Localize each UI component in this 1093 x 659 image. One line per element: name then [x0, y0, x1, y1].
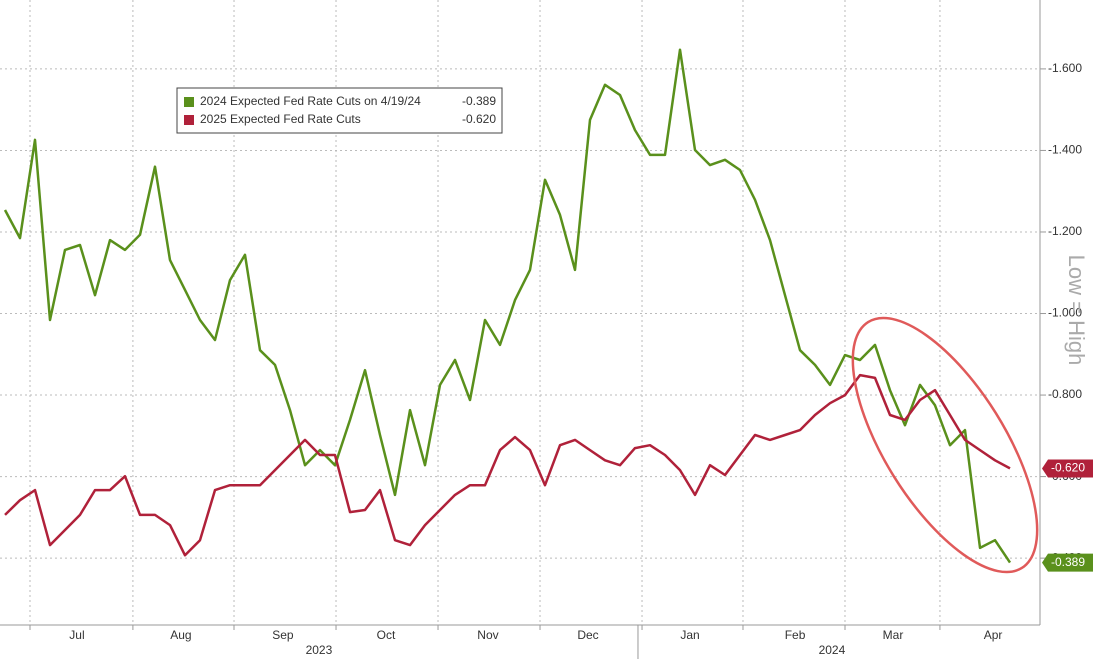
x-tick-label: Aug — [170, 628, 191, 642]
legend-swatch — [184, 115, 194, 125]
annotation: Low = High — [1064, 255, 1089, 366]
year-label: 2023 — [306, 643, 333, 657]
end-label-box — [1042, 459, 1093, 478]
x-tick-label: Nov — [477, 628, 498, 642]
end-label: -0.620 — [1051, 461, 1085, 475]
legend-value: -0.620 — [462, 112, 496, 126]
x-tick-label: Jan — [680, 628, 699, 642]
x-tick-label: Jul — [69, 628, 84, 642]
y-tick-label: -1.200 — [1048, 224, 1082, 238]
series-line — [4, 373, 1011, 557]
x-tick-label: Oct — [377, 628, 396, 642]
series-line — [3, 48, 1012, 564]
y-tick-label: -1.000 — [1048, 306, 1082, 320]
legend-box — [176, 87, 503, 134]
legend: 2024 Expected Fed Rate Cuts on 4/19/24 -… — [176, 87, 503, 134]
x-tick-label: Mar — [883, 628, 904, 642]
y-tick-label: -0.800 — [1048, 387, 1082, 401]
x-tick-label: Apr — [984, 628, 1003, 642]
highlight-ellipse — [851, 316, 1039, 574]
x-tick-label: Dec — [577, 628, 598, 642]
end-label-box — [1042, 553, 1093, 572]
x-tick-label: Sep — [272, 628, 294, 642]
year-label: 2024 — [819, 643, 846, 657]
x-tick-label: Feb — [785, 628, 806, 642]
legend-value: -0.389 — [462, 94, 496, 108]
legend-swatch — [184, 97, 194, 107]
y-tick-label: -1.600 — [1048, 61, 1082, 75]
end-label: -0.389 — [1051, 555, 1085, 569]
legend-label: 2024 Expected Fed Rate Cuts on 4/19/24 — [200, 94, 421, 108]
y-tick-label: -1.400 — [1048, 143, 1082, 157]
legend-label: 2025 Expected Fed Rate Cuts — [200, 112, 361, 126]
